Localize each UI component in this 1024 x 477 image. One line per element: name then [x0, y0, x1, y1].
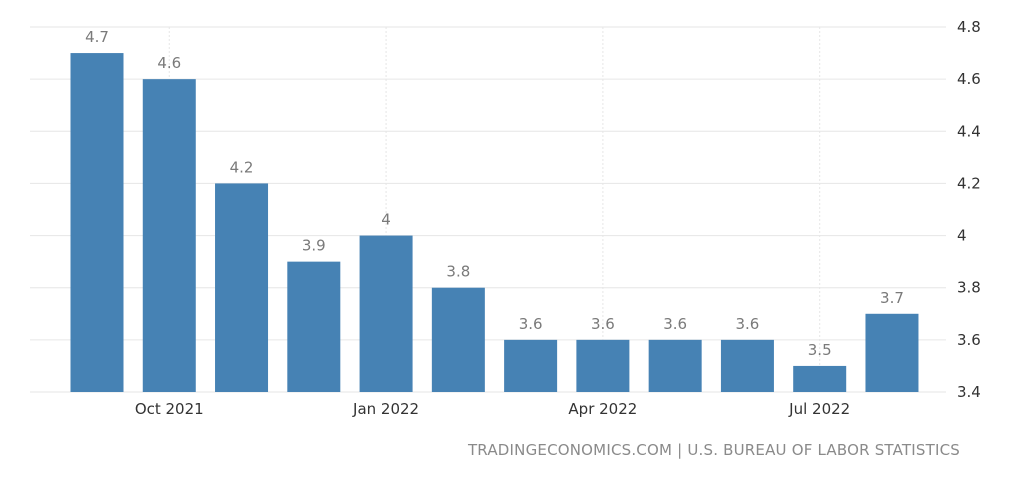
bar	[576, 339, 630, 392]
y-tick-label: 4.2	[957, 174, 981, 192]
y-tick-label: 3.4	[957, 383, 981, 401]
bar-value-label: 3.6	[519, 315, 543, 333]
x-tick-label: Apr 2022	[568, 400, 637, 418]
bar-value-label: 3.6	[591, 315, 615, 333]
bar	[359, 235, 413, 392]
bar-value-label: 3.8	[446, 263, 470, 281]
y-tick-label: 4	[957, 227, 967, 245]
y-axis: 3.4 3.6 3.8 4 4.2 4.4 4.6 4.8	[957, 18, 981, 401]
bar	[142, 79, 196, 393]
bar-value-label: 3.5	[808, 341, 832, 359]
bar-value-label: 3.6	[736, 315, 760, 333]
bar	[70, 53, 124, 392]
y-tick-label: 4.8	[957, 18, 981, 36]
y-tick-label: 4.6	[957, 70, 981, 88]
bar	[793, 365, 847, 392]
bar-value-label: 4.2	[230, 158, 254, 176]
bar-value-label: 4	[381, 211, 391, 229]
bar-chart: 4.74.64.23.943.83.6 3.6 3.6 3.63.53.7 3.43.…	[30, 18, 981, 418]
bar	[504, 339, 558, 392]
y-tick-label: 3.6	[957, 331, 981, 349]
bar-value-label: 4.7	[85, 28, 109, 46]
data-labels: 4.7 4.6 4.2 3.9 4 3.8 3.6 3.6 3.6 3.6 3.5 3.7	[85, 28, 904, 359]
source-credit: TRADINGECONOMICS.COM | U.S. BUREAU OF LA…	[467, 441, 960, 459]
x-tick-label: Jan 2022	[352, 400, 419, 418]
x-tick-label: Oct 2021	[135, 400, 204, 418]
bar-value-label: 3.9	[302, 237, 326, 255]
bar	[287, 261, 341, 392]
bars	[70, 53, 919, 393]
bar-value-label: 3.6	[663, 315, 687, 333]
bar	[865, 313, 919, 392]
bar-value-label: 4.6	[157, 54, 181, 72]
bar	[720, 339, 774, 392]
x-tick-label: Jul 2022	[788, 400, 850, 418]
x-axis: Oct 2021 Jan 2022 Apr 2022 Jul 2022	[135, 400, 850, 418]
y-tick-label: 4.4	[957, 122, 981, 140]
bar	[648, 339, 702, 392]
bar	[431, 287, 485, 392]
y-tick-label: 3.8	[957, 279, 981, 297]
bar	[215, 183, 269, 392]
bar-value-label: 3.7	[880, 289, 904, 307]
